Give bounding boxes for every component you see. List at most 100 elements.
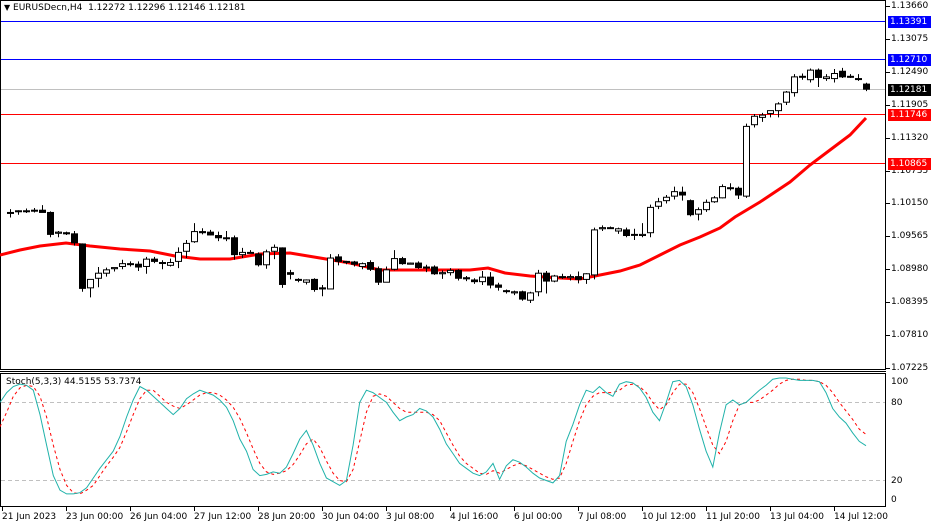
candle [79,243,86,289]
candle [687,200,694,216]
candle [255,253,262,266]
candle [431,266,438,275]
candle [831,73,838,80]
price-tick-label: 1.07810 [891,329,929,340]
candle [423,266,430,269]
candle [855,78,862,81]
candle [295,278,302,281]
stoch-main-line [0,377,867,495]
candle [167,262,174,266]
candle [383,269,390,283]
time-axis-ticks [2,507,835,511]
price-tick-label: 1.13660 [891,0,929,11]
time-tick-label: 6 Jul 00:00 [514,512,563,522]
candle [111,267,118,270]
candle [439,272,446,275]
candle [703,201,710,211]
candle [799,75,806,78]
candle [199,231,206,234]
candle [135,263,142,268]
candle [183,242,190,252]
candle [375,268,382,283]
candle [31,209,38,212]
candle [311,278,318,291]
price-tick-label: 1.13075 [891,33,929,44]
candle [639,233,646,237]
candle [519,291,526,300]
candle [607,227,614,230]
candle [71,233,78,244]
candle [55,231,62,234]
candle [215,235,222,239]
candle [543,272,550,282]
candle [319,287,326,290]
candle [759,114,766,118]
price-tick-label: 1.08395 [891,296,929,307]
ohlc-values: 1.12272 1.12296 1.12146 1.12181 [88,3,246,13]
candle [399,258,406,265]
candle [791,76,798,94]
candle [359,263,366,267]
candle [351,261,358,265]
candle [95,272,102,279]
candle [407,262,414,265]
candle [487,276,494,286]
price-axis-ticks [886,6,890,369]
candle [127,263,134,266]
price-tick-label: 1.10150 [891,197,929,208]
candle [775,103,782,112]
candle [175,251,182,262]
candle [151,258,158,262]
moving-average-line [0,116,868,281]
time-tick-label: 11 Jul 20:00 [706,512,760,522]
candle [503,290,510,293]
candle [663,196,670,202]
stoch-level-80-label: 80 [891,398,903,408]
candle [47,211,54,235]
time-tick-label: 13 Jul 04:00 [770,512,824,522]
price-tick-label: 1.10735 [891,165,929,176]
candle [599,227,606,230]
candle [479,276,486,283]
candle [15,210,22,213]
price-tick-label: 1.09565 [891,230,929,241]
candle [231,237,238,256]
stoch-level-100-label: 100 [891,377,909,387]
candle [559,276,566,279]
candle [567,276,574,279]
candle [823,76,830,80]
triangle-down-icon[interactable]: ▼ [4,3,11,12]
current-price-label: 1.12181 [888,83,931,96]
candle [535,272,542,293]
time-tick-label: 27 Jun 12:00 [194,512,252,522]
candle [39,209,46,213]
candle [247,251,254,254]
candle [655,201,662,207]
candle [591,229,598,276]
time-tick-label: 23 Jun 00:00 [66,512,124,522]
candle [495,284,502,288]
candle [527,292,534,301]
candle [159,262,166,265]
candle [23,210,30,213]
candle [143,258,150,267]
candle [103,269,110,274]
candle [263,251,270,266]
candle [463,277,470,280]
candle [367,262,374,270]
candle [63,232,70,235]
stoch-indicator-label: Stoch(5,3,3) 44.5155 53.7374 [6,377,142,387]
horizontal-line-price-label: 1.12710 [888,53,931,66]
candle [575,276,582,280]
time-tick-label: 14 Jul 12:00 [834,512,888,522]
candle [719,186,726,199]
stoch-signal-line [0,378,867,495]
candle [207,231,214,236]
candle [447,269,454,274]
candle [7,211,14,214]
price-tick-label: 1.08980 [891,263,929,274]
candle [807,69,814,81]
candle [751,115,758,126]
